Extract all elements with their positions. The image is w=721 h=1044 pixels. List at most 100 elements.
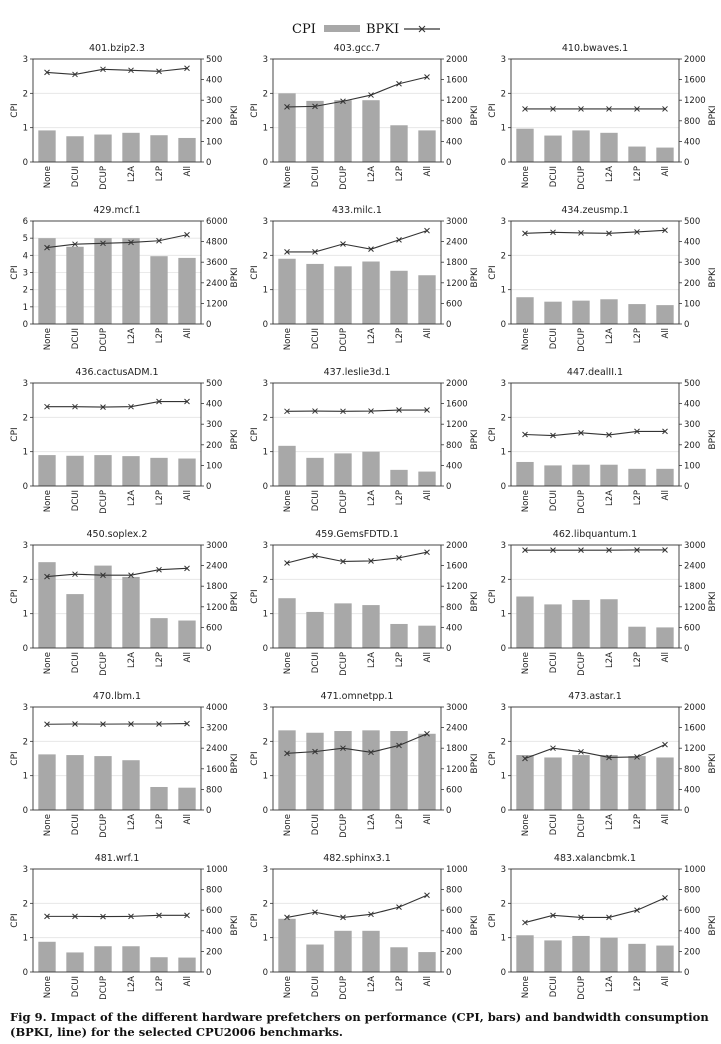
x-tick-label: L2A [605,328,615,344]
bpki-point [44,573,50,580]
bpki-point [396,904,402,910]
y-tick-label: 0 [23,320,28,330]
y-tick-label: 0 [263,320,268,330]
x-tick-label: All [423,490,433,501]
y2-tick-label: 0 [684,968,689,978]
bpki-point [634,229,640,235]
cpi-bar [572,130,590,162]
x-tick-label: DCUI [549,166,559,187]
x-tick-label: DCUP [339,976,349,1000]
bpki-point [72,571,78,578]
y2-axis-label: BPKI [708,105,718,125]
cpi-bar [418,471,436,486]
x-tick-label: L2P [633,652,643,667]
bpki-point [312,552,318,559]
chart-title: 471.omnetpp.1 [321,691,394,702]
x-tick-label: L2A [127,166,137,182]
y2-tick-label: 1200 [446,765,468,775]
cpi-bar [150,957,168,972]
x-tick-label: DCUP [99,652,109,676]
y2-axis-label: BPKI [708,915,718,935]
y2-tick-label: 400 [684,927,700,937]
y-axis-label: CPI [250,427,260,441]
y-tick-label: 1 [23,448,28,458]
y-tick-label: 1 [263,124,268,134]
y2-tick-label: 1600 [684,76,706,86]
y-tick-label: 2 [501,737,506,747]
y2-tick-label: 400 [684,238,700,248]
y-tick-label: 1 [501,286,506,296]
bpki-point [156,721,162,727]
y2-tick-label: 1600 [446,400,468,410]
x-tick-label: DCUP [577,976,587,1000]
cpi-bar [150,135,168,162]
y-tick-label: 3 [501,541,506,551]
bpki-point [128,572,134,579]
y-tick-label: 0 [23,806,28,816]
x-tick-label: None [521,652,531,674]
cpi-bar [362,605,380,648]
y2-axis-label: BPKI [230,915,240,935]
bpki-point [522,106,528,112]
y2-tick-label: 0 [684,158,689,168]
bpki-point [634,106,640,112]
x-tick-label: DCUI [549,976,559,997]
x-tick-label: L2P [155,652,165,667]
x-tick-label: None [283,652,293,674]
y2-tick-label: 0 [684,320,689,330]
cpi-bar [178,458,196,486]
y-tick-label: 2 [23,737,28,747]
cpi-bar [628,146,646,162]
y-axis-label: CPI [250,103,260,117]
y2-axis-label: BPKI [470,915,480,935]
x-tick-label: L2A [127,814,137,830]
x-tick-label: None [283,328,293,350]
y-axis-label: CPI [10,427,20,441]
caption-text: Impact of the different hardware prefetc… [10,1010,709,1039]
y2-tick-label: 200 [684,441,700,451]
bpki-line [46,67,188,76]
cpi-bar [544,604,562,648]
bpki-point [100,913,106,920]
y2-tick-label: 400 [206,927,222,937]
cpi-bar [362,261,380,324]
cpi-bar [334,930,352,972]
y2-axis-label: BPKI [708,753,718,773]
bpki-point [522,919,528,926]
cpi-bar [362,451,380,486]
x-tick-label: DCUI [549,652,559,673]
bpki-point [100,66,106,73]
bpki-point [606,432,612,438]
cpi-bar [306,732,324,810]
cpi-bar [278,918,296,972]
x-tick-label: DCUP [339,814,349,838]
bpki-point [550,912,556,919]
y2-tick-label: 800 [684,886,700,896]
bpki-point [156,68,162,75]
bpki-point [284,104,290,110]
bpki-point [606,106,612,112]
cpi-bar [600,937,618,972]
x-tick-label: L2P [395,490,405,505]
y-tick-label: 0 [263,968,268,978]
y-tick-label: 0 [23,482,28,492]
x-tick-label: None [283,166,293,188]
bpki-point [634,754,640,760]
cpi-bar [572,599,590,648]
x-tick-label: L2P [155,976,165,991]
y-tick-label: 0 [263,158,268,168]
x-tick-label: DCUP [577,490,587,514]
y2-axis-label: BPKI [230,591,240,611]
y-tick-label: 0 [263,806,268,816]
chart-panel: 471.omnetpp.1 0 1 2 3 0 600 1200 1800 2400 3000 CPI… [250,691,480,838]
y2-tick-label: 3000 [446,703,468,713]
x-tick-label: None [521,328,531,350]
cpi-bar [418,952,436,972]
y2-tick-label: 1200 [446,279,468,289]
plot-frame [272,544,442,649]
x-tick-label: L2P [155,166,165,181]
chart-title: 450.soplex.2 [87,529,148,540]
bpki-point [424,74,430,80]
y-axis-label: CPI [10,751,20,765]
y2-tick-label: 200 [684,279,700,289]
